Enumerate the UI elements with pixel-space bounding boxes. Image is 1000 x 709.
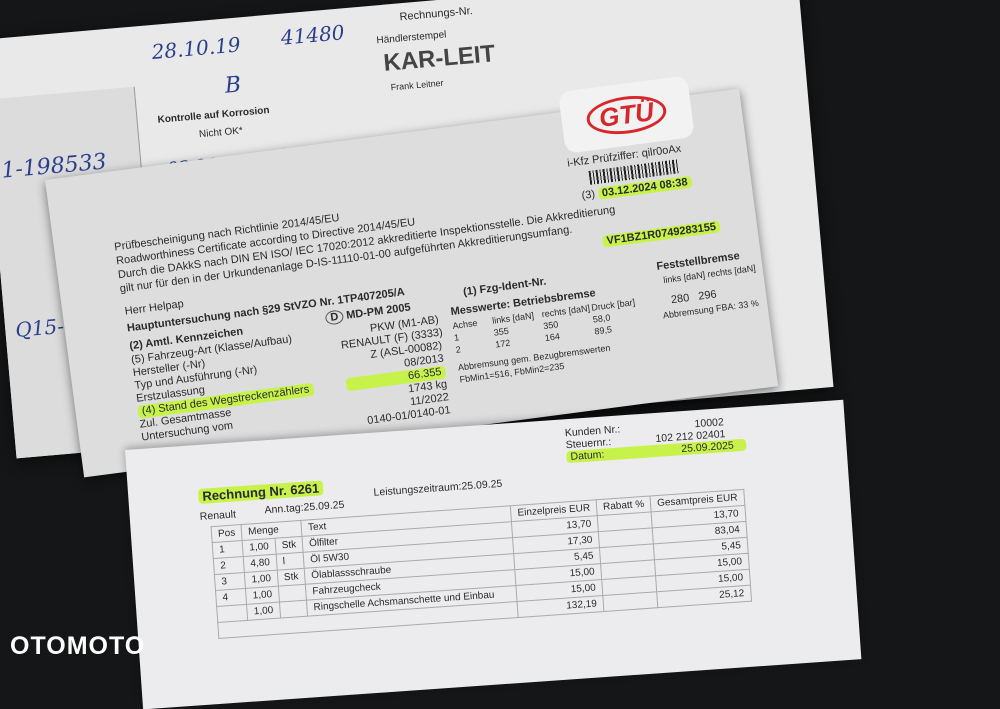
invoice-number-label: Rechnungs-Nr. bbox=[399, 4, 474, 24]
vehicle-make: Renault bbox=[199, 508, 237, 523]
parking-value: 280 bbox=[670, 291, 691, 307]
dealer-person: Frank Leitner bbox=[390, 77, 444, 93]
parking-col: rechts [daN] bbox=[706, 263, 757, 280]
dealer-stamp-label: Händlerstempel bbox=[376, 29, 447, 47]
table-cell bbox=[278, 584, 307, 603]
handwritten-code: Q15- bbox=[14, 313, 65, 342]
vin: VF1BZ1R0749283155 bbox=[602, 220, 721, 248]
table-cell: l bbox=[275, 552, 305, 571]
service-period: Leistungszeitraum:25.09.25 bbox=[373, 477, 503, 499]
invoice: Kunden Nr.: 10002 Steuernr.: 102 212 024… bbox=[125, 399, 862, 709]
parking-value: 296 bbox=[697, 288, 718, 303]
date-label: (3) bbox=[580, 188, 596, 203]
otomoto-watermark: OTOMOTO bbox=[10, 632, 146, 660]
date-label: Datum: bbox=[570, 448, 605, 463]
handwritten-b: B bbox=[223, 72, 243, 99]
parking-col: links [daN] bbox=[662, 269, 706, 286]
entry-km-1: 41480 bbox=[279, 20, 346, 50]
dealer-stamp: KAR-LEIT bbox=[382, 40, 497, 77]
corrosion-label: Kontrolle auf Korrosion bbox=[157, 105, 270, 126]
country-code: D bbox=[324, 309, 345, 326]
entry-date-1: 28.10.19 bbox=[150, 32, 242, 65]
invoice-title: Rechnung Nr. 6261 bbox=[197, 480, 324, 504]
not-ok-label: Nicht OK* bbox=[198, 125, 244, 141]
recipient: Herr Helpap bbox=[124, 298, 185, 318]
acceptance-date: Ann.tag:25.09.25 bbox=[264, 498, 345, 517]
invoice-date: 25.09.2025 bbox=[680, 439, 735, 456]
